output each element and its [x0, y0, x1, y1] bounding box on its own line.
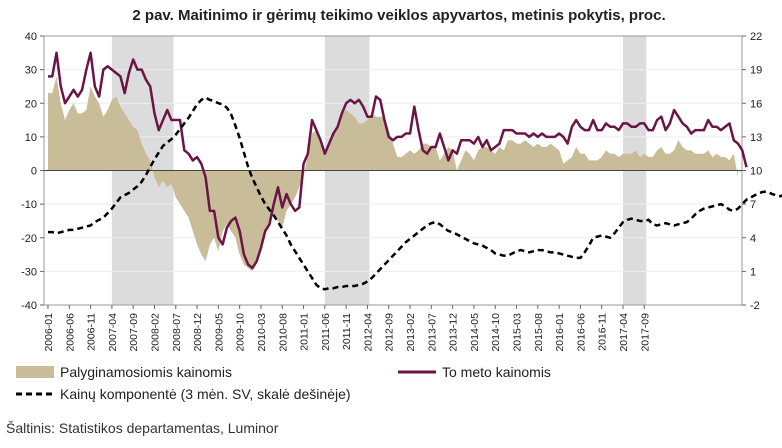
left-tick-label: 30 [25, 65, 37, 77]
legend-label-current-prices: To meto kainomis [442, 364, 551, 380]
x-tick-label: 2014-10 [490, 313, 502, 352]
right-tick-label: 19 [750, 65, 762, 77]
x-tick-label: 2008-12 [192, 313, 204, 352]
x-tick-label: 2007-09 [128, 313, 140, 352]
left-tick-label: -30 [21, 266, 37, 278]
solid-line-series [48, 51, 748, 270]
left-tick-label: 10 [25, 132, 37, 144]
x-tick-label: 2016-01 [554, 313, 566, 352]
legend-swatch-area [16, 366, 54, 378]
x-tick-label: 2015-03 [512, 313, 524, 352]
x-tick-label: 2006-11 [86, 313, 98, 351]
x-tick-label: 2009-05 [213, 313, 225, 352]
x-tick-label: 2011-06 [320, 313, 332, 351]
x-tick-label: 2016-06 [575, 313, 587, 352]
left-tick-label: -10 [21, 199, 37, 211]
x-tick-label: 2011-11 [341, 313, 353, 350]
legend: Palyginamosiomis kainomis To meto kainomi… [16, 364, 551, 402]
x-tick-label: 2009-10 [235, 313, 247, 352]
x-tick-label: 2016-11 [597, 313, 609, 351]
right-tick-label: 4 [750, 233, 756, 245]
dashed-line-series [48, 96, 782, 291]
area-series [48, 76, 738, 272]
x-tick-label: 2007-04 [107, 313, 119, 352]
left-y-axis: 40 30 20 10 0 -10 -20 -30 -40 [21, 31, 44, 312]
x-tick-label: 2013-07 [426, 313, 438, 352]
source-note: Šaltinis: Statistikos departamentas, Lum… [6, 420, 279, 436]
line-price-component [48, 96, 782, 291]
x-tick-label: 2011-01 [299, 313, 311, 351]
right-tick-label: -2 [750, 300, 760, 312]
area-path-comparable-prices [48, 76, 738, 272]
x-tick-label: 2010-08 [277, 313, 289, 352]
legend-label-comparable-prices: Palyginamosiomis kainomis [60, 364, 232, 380]
x-tick-label: 2010-03 [256, 313, 268, 352]
right-tick-label: 13 [750, 132, 762, 144]
x-tick-label: 2006-01 [43, 313, 55, 352]
left-tick-label: 20 [25, 98, 37, 110]
left-tick-label: -40 [21, 300, 37, 312]
x-tick-label: 2017-09 [639, 313, 651, 352]
x-axis: 2006-01 2006-06 2006-11 2007-04 2007-09 2008-… [43, 305, 651, 352]
left-tick-label: 40 [25, 31, 37, 43]
x-tick-label: 2008-07 [171, 313, 183, 352]
right-tick-label: 1 [750, 266, 756, 278]
x-tick-label: 2013-02 [405, 313, 417, 352]
x-tick-label: 2014-05 [469, 313, 481, 352]
x-tick-label: 2015-08 [533, 313, 545, 352]
x-tick-label: 2012-09 [384, 313, 396, 352]
right-tick-label: 10 [750, 166, 762, 178]
x-tick-label: 2012-04 [362, 313, 374, 352]
x-tick-label: 2008-02 [149, 313, 161, 352]
chart-title: 2 pav. Maitinimo ir gėrimų teikimo veikl… [132, 7, 665, 24]
right-y-axis: 22 19 16 13 10 7 4 1 -2 [742, 31, 762, 312]
x-tick-label: 2006-06 [64, 313, 76, 352]
left-tick-label: -20 [21, 233, 37, 245]
x-tick-label: 2017-04 [618, 313, 630, 352]
right-tick-label: 7 [750, 199, 756, 211]
left-tick-label: 0 [31, 166, 37, 178]
legend-label-price-component: Kainų komponentė (3 mėn. SV, skalė dešin… [60, 386, 351, 402]
right-tick-label: 16 [750, 98, 762, 110]
line-current-prices [48, 51, 748, 270]
right-tick-label: 22 [750, 31, 762, 43]
x-tick-label: 2013-12 [448, 313, 460, 352]
